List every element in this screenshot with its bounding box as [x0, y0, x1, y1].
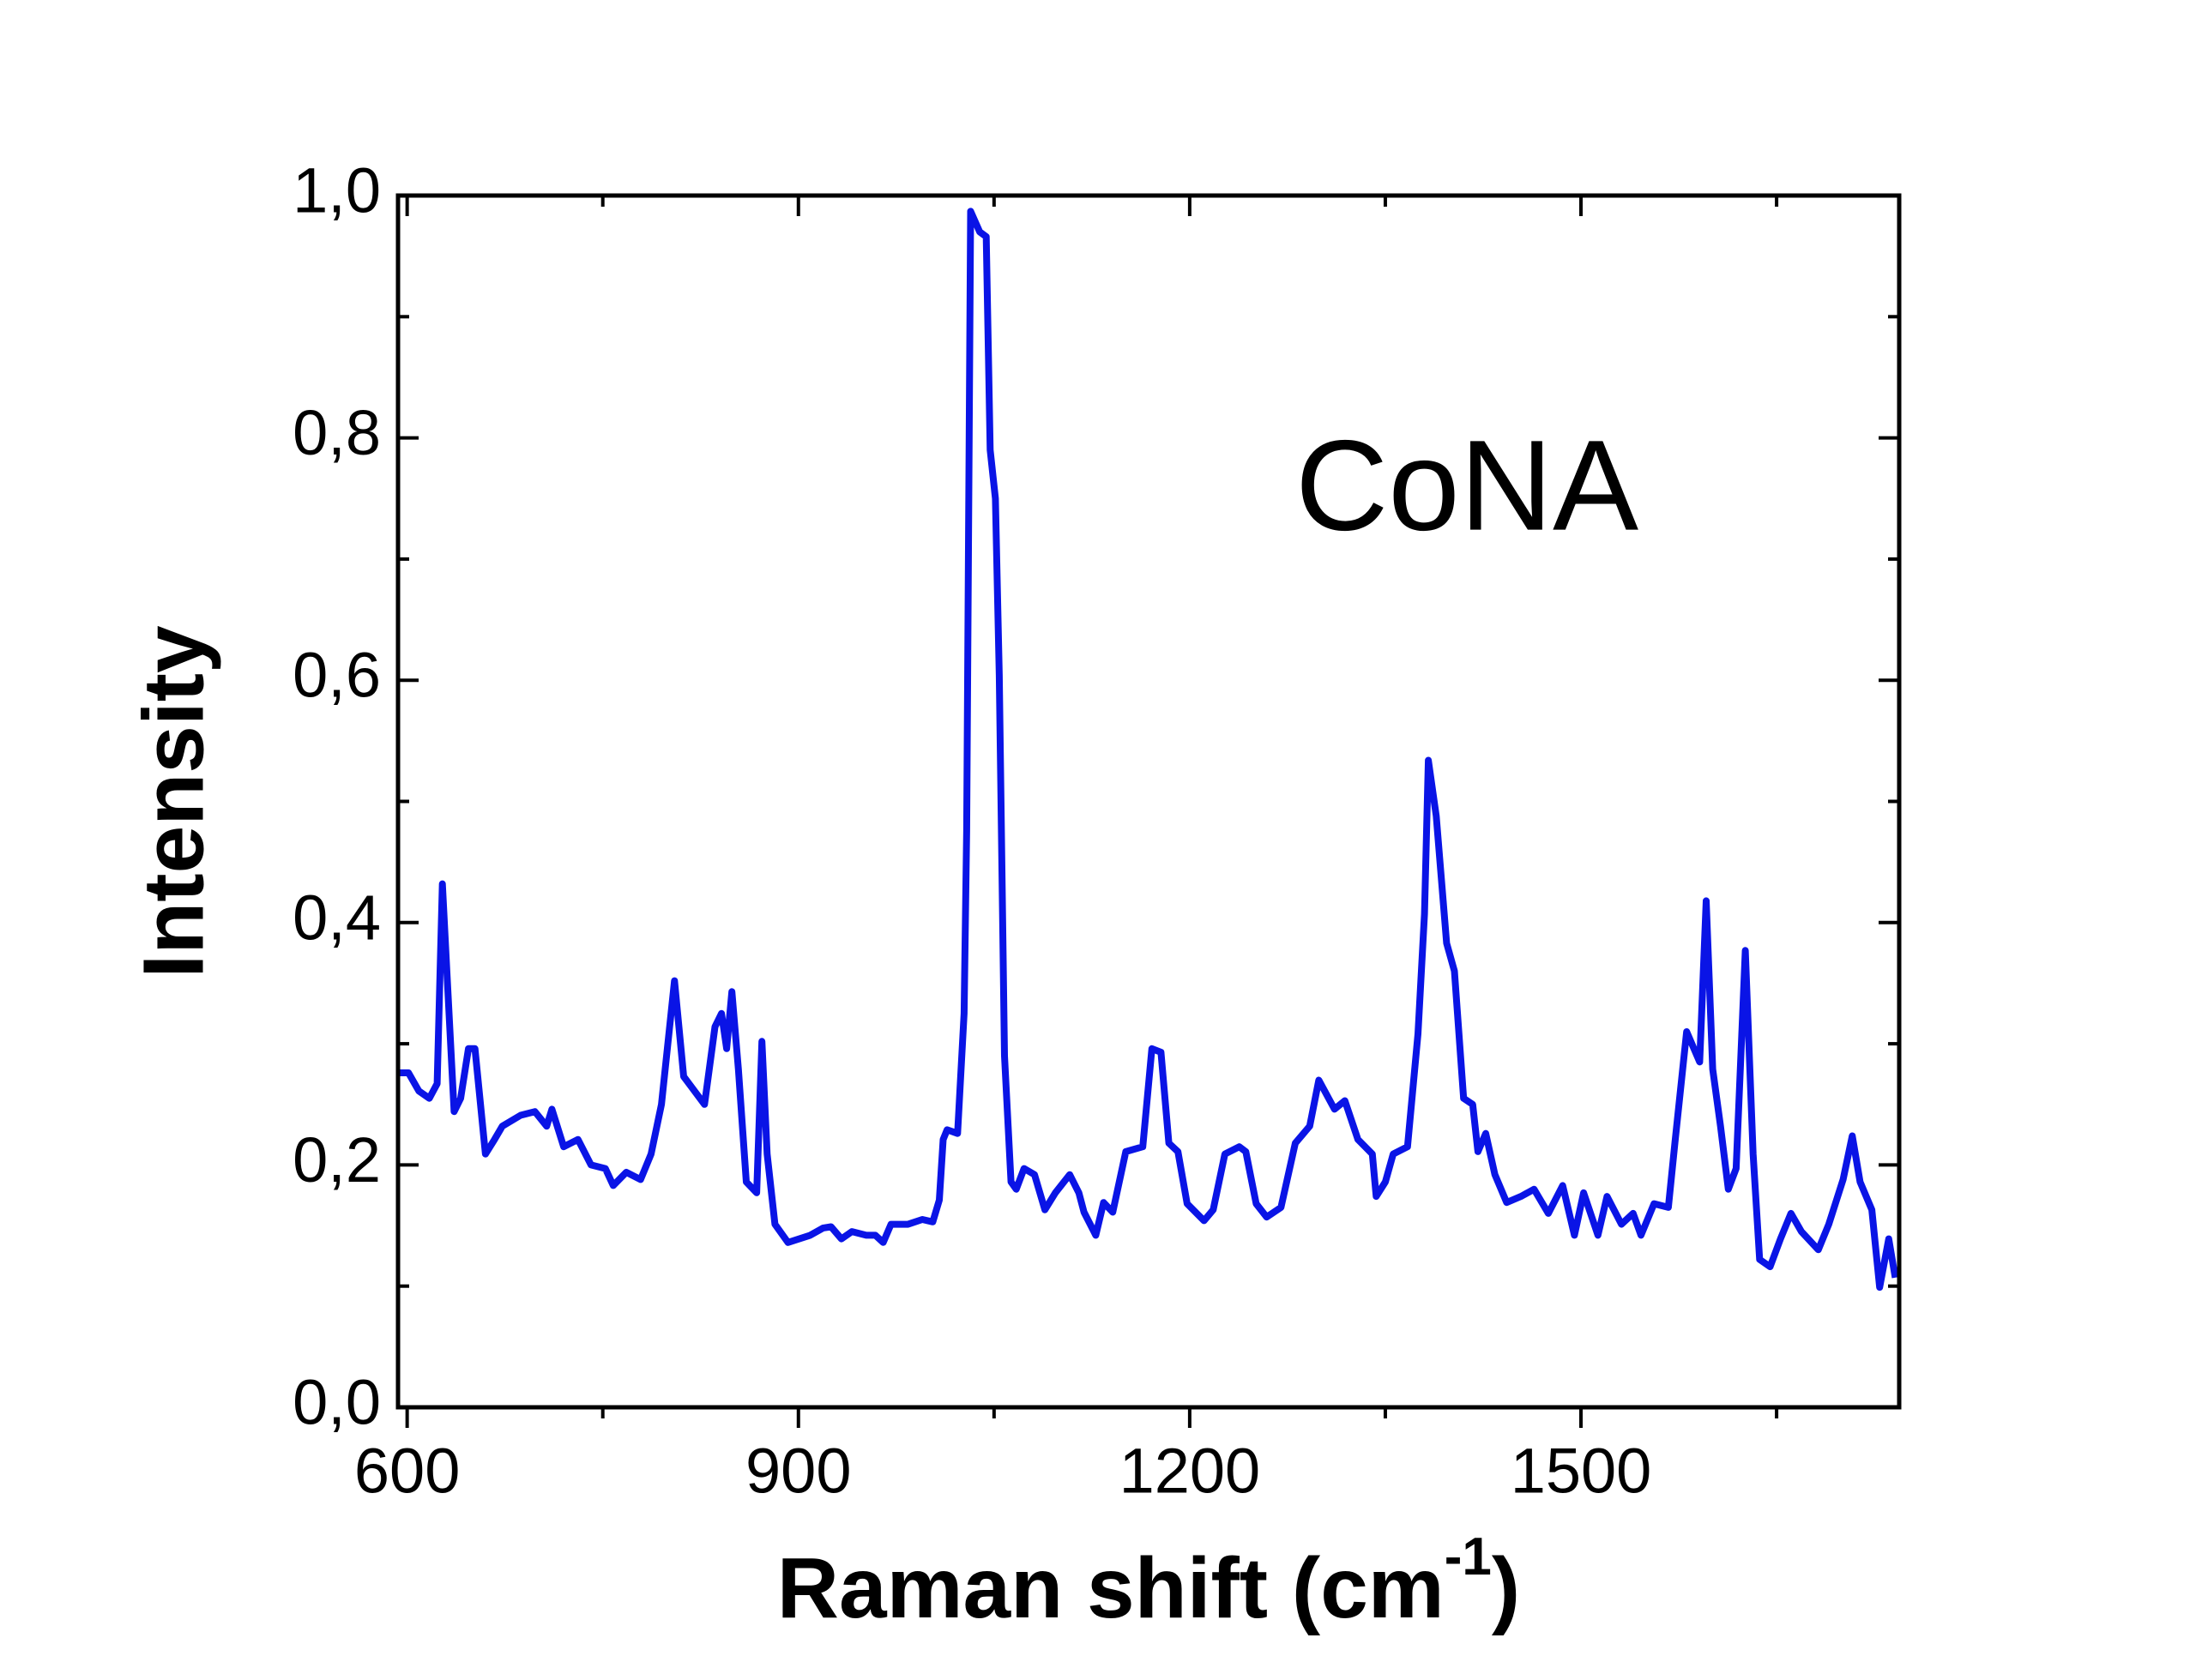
data-line [399, 208, 1899, 1292]
x-tick-label: 1200 [1119, 1436, 1261, 1507]
x-tick-label: 600 [354, 1436, 460, 1507]
y-tick-label: 0,0 [293, 1367, 381, 1438]
x-axis-label-text: Raman shift (cm [777, 1540, 1445, 1636]
annotation: CoNA [1295, 413, 1638, 557]
x-tick-label: 1500 [1511, 1436, 1652, 1507]
y-tick-label: 0,4 [293, 882, 381, 953]
y-tick-label: 0,8 [293, 397, 381, 468]
x-tick-label: 900 [745, 1436, 851, 1507]
x-axis-label-close: ) [1492, 1540, 1520, 1636]
y-axis-label: Intensity [125, 625, 221, 978]
x-axis-label-sup: -1 [1445, 1527, 1492, 1587]
y-tick-label: 1,0 [293, 155, 381, 226]
y-tick-label: 0,6 [293, 640, 381, 711]
y-tick-label: 0,2 [293, 1124, 381, 1195]
plot-frame [395, 193, 1902, 1410]
x-axis-label: Raman shift (cm-1) [777, 1527, 1520, 1636]
